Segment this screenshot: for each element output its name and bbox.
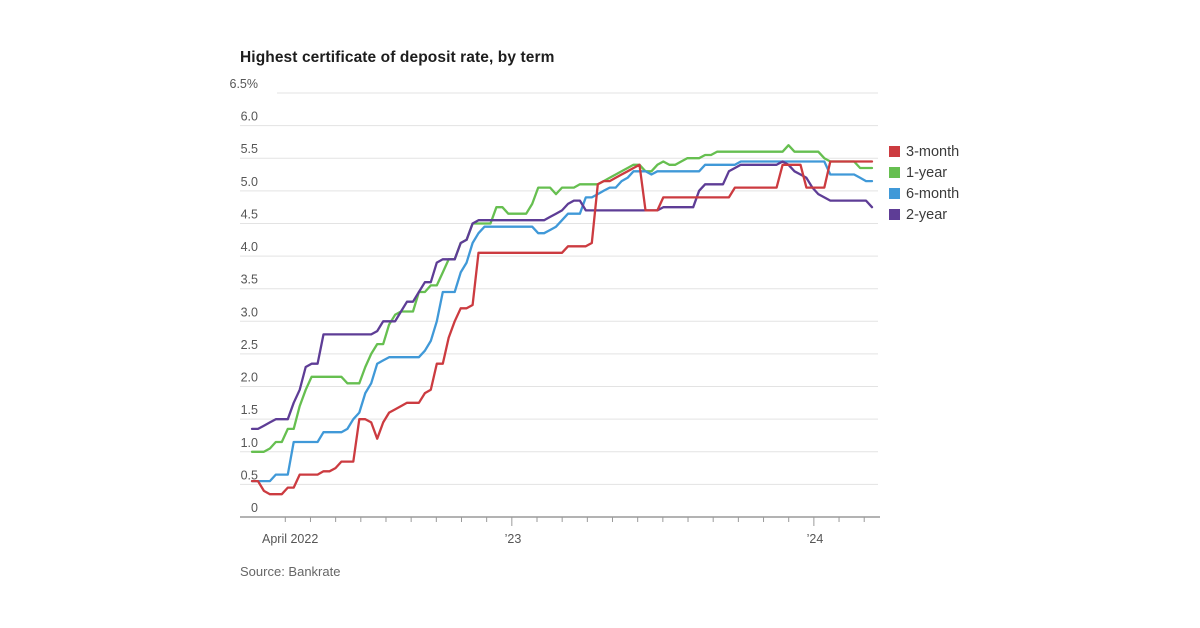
legend-swatch-icon (889, 188, 900, 199)
y-axis-tick-label: 2.5 (241, 338, 258, 352)
series-line-6-month (250, 160, 874, 483)
y-axis-tick-label: 2.0 (241, 371, 258, 385)
y-axis-tick-label: 1.0 (241, 436, 258, 450)
y-axis-tick-label: 4.0 (241, 240, 258, 254)
y-axis-tick-label: 6.5% (230, 77, 259, 91)
y-axis-tick-label: 1.5 (241, 403, 258, 417)
series-line-3-month (250, 160, 874, 496)
legend-item-6-month: 6-month (889, 183, 959, 204)
y-axis-tick-label: 4.5 (241, 207, 258, 221)
y-axis-tick-label: 3.0 (241, 305, 258, 319)
y-axis-tick-label: 5.0 (241, 175, 258, 189)
x-axis-label: ’24 (807, 532, 824, 546)
source-attribution: Source: Bankrate (240, 564, 341, 579)
chart-legend: 3-month 1-year 6-month 2-year (889, 141, 959, 225)
legend-label: 3-month (906, 143, 960, 160)
series-line-1-year (250, 144, 874, 453)
legend-label: 2-year (906, 206, 948, 223)
legend-swatch-icon (889, 146, 900, 157)
legend-label: 1-year (906, 164, 948, 181)
y-axis-tick-label: 5.5 (241, 142, 258, 156)
y-axis-tick-label: 6.0 (241, 110, 258, 124)
legend-item-3-month: 3-month (889, 141, 959, 162)
y-axis-tick-label: 3.5 (241, 273, 258, 287)
y-axis-tick-label: 0.5 (241, 468, 258, 482)
chart-title: Highest certificate of deposit rate, by … (240, 49, 555, 66)
legend-swatch-icon (889, 167, 900, 178)
x-axis-label: April 2022 (262, 532, 318, 546)
series-line-2-year (250, 160, 874, 431)
x-axis-label: ’23 (505, 532, 522, 546)
legend-swatch-icon (889, 209, 900, 220)
legend-label: 6-month (906, 185, 960, 202)
legend-item-2-year: 2-year (889, 204, 959, 225)
legend-item-1-year: 1-year (889, 162, 959, 183)
y-axis-tick-label: 0 (251, 501, 258, 515)
